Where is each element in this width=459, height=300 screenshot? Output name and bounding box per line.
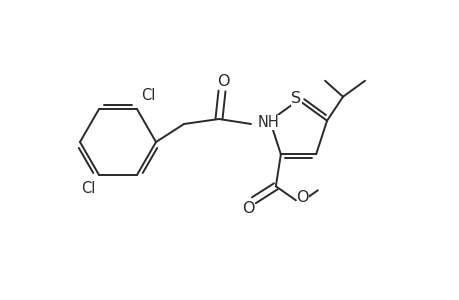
Text: O: O [242,201,255,216]
Text: Cl: Cl [141,88,155,103]
Text: S: S [291,91,301,106]
Text: NH: NH [257,115,279,130]
Text: O: O [216,74,229,88]
Text: Cl: Cl [81,182,95,196]
Text: O: O [296,190,308,205]
